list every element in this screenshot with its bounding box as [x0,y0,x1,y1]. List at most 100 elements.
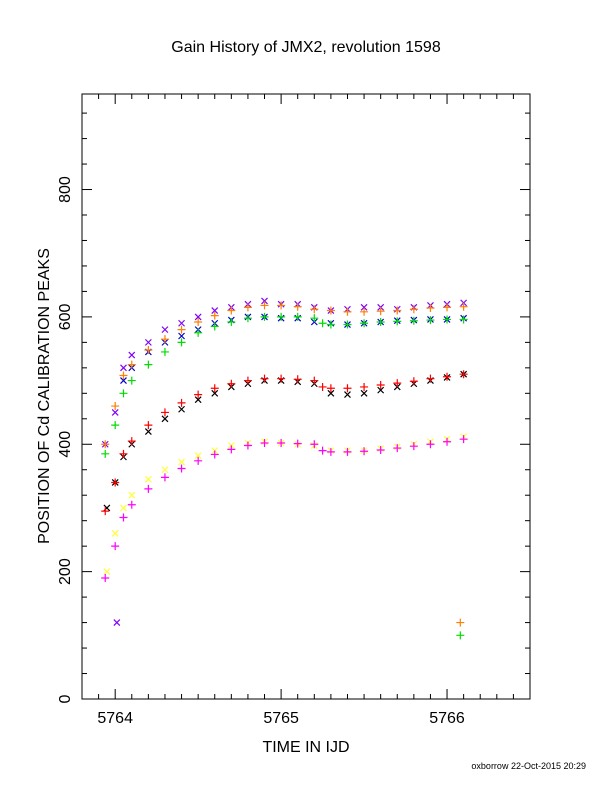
data-point [243,314,252,323]
data-point [227,306,236,315]
data-point [327,389,335,397]
data-point [210,450,219,459]
data-point [227,317,236,326]
data-point [376,317,385,326]
data-point [360,389,368,397]
data-point [260,374,269,383]
data-point [160,408,169,417]
data-point [160,335,169,344]
data-point [443,303,452,312]
data-point [376,307,385,316]
series-3 [101,312,468,458]
data-point [310,376,319,385]
y-tick-label: 400 [57,431,74,458]
data-point [277,312,286,321]
data-point [178,332,185,340]
series-6 [103,433,468,576]
data-point [128,351,136,359]
data-point [426,374,435,383]
data-point [277,301,286,310]
data-point [211,307,219,314]
data-point [144,484,153,493]
data-point [277,438,286,447]
data-point [144,338,152,346]
axis-ticks: 5764 5765 5766 0 200 400 600 800 [57,94,531,727]
data-point [113,619,121,627]
series-5 [101,370,468,516]
data-point [293,375,302,384]
credit-text: oxborrow 22-Oct-2015 20:29 [471,761,586,771]
data-point [343,447,352,456]
data-point [177,338,186,347]
data-point [119,513,128,522]
data-point [343,384,352,393]
data-point [144,360,153,369]
data-point [277,374,286,383]
series-8 [113,619,121,627]
data-point [393,444,402,453]
data-point [111,542,120,551]
data-point [127,437,136,446]
data-point [260,312,269,321]
data-point [128,491,136,499]
y-tick-label: 800 [57,176,74,203]
data-point [161,466,169,474]
data-point [456,618,465,627]
data-point [318,446,327,455]
data-point [393,379,402,388]
data-point [360,319,369,328]
data-point [377,386,385,394]
data-point [459,315,468,324]
data-point [243,441,252,450]
data-point [310,440,319,449]
data-point [101,449,110,458]
data-point [144,421,153,430]
data-point [227,379,236,388]
data-point [456,631,465,640]
data-points [101,297,468,640]
y-tick-label: 600 [57,303,74,330]
data-point [409,305,418,314]
x-tick-label: 5764 [97,710,133,727]
data-point [194,313,202,321]
data-point [101,507,110,516]
data-point [120,377,127,385]
data-point [243,303,252,312]
data-point [426,440,435,449]
data-point [318,319,327,328]
data-point [360,307,369,316]
data-point [144,475,152,483]
data-point [376,445,385,454]
data-point [119,449,128,458]
data-point [144,346,153,355]
data-point [177,464,186,473]
data-point [343,307,352,316]
data-point [194,390,203,399]
data-point [161,326,169,334]
data-point [243,376,252,385]
series-4 [103,370,468,512]
data-point [459,302,468,311]
data-point [194,328,203,337]
data-point [426,303,435,312]
data-point [210,322,219,331]
data-point [426,316,435,325]
data-point [111,529,119,537]
data-point [127,500,136,509]
data-point [293,302,302,311]
data-point [127,376,136,385]
data-point [443,437,452,446]
y-axis-label: POSITION OF Cd CALIBRATION PEAKS [36,248,53,544]
data-point [111,408,119,416]
data-point [409,442,418,451]
y-tick-label: 200 [57,558,74,585]
data-point [443,372,452,381]
data-point [459,370,468,379]
data-point [360,447,369,456]
series-1 [120,313,468,385]
y-tick-label: 0 [57,694,74,703]
data-point [443,315,452,324]
series-10 [456,631,465,640]
data-point [393,317,402,326]
